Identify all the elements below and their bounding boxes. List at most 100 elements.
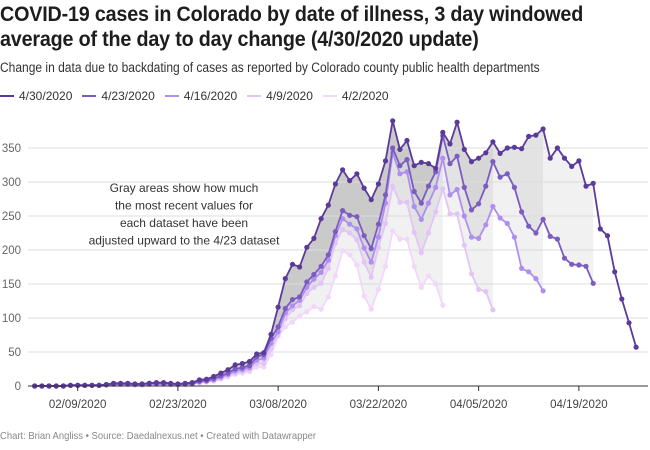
data-point: [311, 284, 317, 290]
data-point: [397, 199, 403, 205]
data-point: [390, 228, 396, 234]
data-point: [146, 380, 152, 386]
data-point: [332, 181, 338, 187]
data-point: [526, 223, 532, 229]
data-point: [196, 377, 202, 383]
data-point: [418, 159, 424, 165]
y-tick-label: 100: [2, 313, 21, 325]
data-point: [318, 280, 324, 286]
data-point: [519, 146, 525, 152]
data-point: [597, 226, 603, 232]
data-point: [476, 235, 482, 241]
data-point: [340, 248, 346, 254]
data-point: [540, 288, 546, 294]
line-chart: 0 50 100 150 200 250 300 350 02/09/2020 02/23/20…: [2, 118, 648, 411]
data-point: [468, 234, 475, 240]
data-point: [361, 293, 367, 299]
data-point: [504, 171, 510, 177]
data-point: [275, 304, 281, 310]
data-point: [547, 233, 553, 239]
legend-swatch: [247, 95, 262, 97]
data-point: [533, 276, 539, 282]
data-point: [282, 324, 288, 330]
data-point: [540, 216, 546, 222]
annotation: Gray areas show how much the most recent …: [89, 181, 280, 248]
data-point: [511, 234, 517, 240]
series-4-30-2020: [32, 118, 639, 389]
data-point: [490, 159, 496, 165]
data-point: [583, 263, 589, 269]
data-point: [504, 220, 510, 227]
data-point: [175, 381, 181, 387]
annotation-text: adjusted upward to the 4/23 dataset: [89, 234, 280, 248]
x-tick-label: 03/22/2020: [350, 399, 408, 411]
data-point: [561, 155, 568, 161]
data-point: [433, 209, 439, 215]
data-point: [361, 233, 367, 239]
data-point: [239, 365, 245, 371]
legend-swatch: [164, 95, 179, 97]
data-point: [289, 307, 296, 313]
data-point: [368, 306, 374, 312]
data-point: [239, 361, 245, 367]
data-point: [461, 213, 467, 219]
annotation-text: Gray areas show how much: [110, 181, 259, 195]
data-point: [461, 146, 467, 152]
data-point: [304, 309, 310, 315]
legend-item[interactable]: 4/2/2020: [322, 89, 389, 103]
data-point: [340, 167, 346, 173]
legend-label: 4/16/2020: [183, 89, 238, 103]
data-point: [612, 269, 618, 275]
data-point: [533, 132, 539, 138]
data-point: [511, 144, 517, 150]
data-point: [332, 273, 338, 279]
x-axis: 02/09/2020 02/23/2020 03/08/2020 03/22/2020…: [28, 385, 648, 411]
data-point: [297, 294, 303, 300]
data-point: [382, 220, 389, 227]
data-point: [454, 211, 460, 217]
data-point: [490, 203, 496, 210]
legend-item[interactable]: 4/23/2020: [82, 89, 155, 103]
data-point: [375, 181, 381, 187]
data-point: [67, 382, 74, 388]
chart-title: COVID-19 cases in Colorado by date of il…: [0, 3, 584, 51]
annotation-text: each dataset have been: [120, 216, 248, 230]
data-point: [497, 150, 503, 156]
data-point: [325, 202, 331, 208]
data-point: [476, 286, 482, 292]
data-point: [340, 208, 346, 214]
data-point: [483, 183, 489, 189]
data-point: [289, 319, 296, 325]
data-point: [203, 376, 210, 382]
data-point: [433, 184, 439, 190]
data-point: [425, 230, 432, 236]
legend-item[interactable]: 4/30/2020: [0, 89, 72, 103]
data-point: [332, 229, 338, 235]
data-point: [626, 320, 632, 326]
x-tick-label: 02/23/2020: [149, 399, 207, 411]
x-tick-label: 03/08/2020: [249, 399, 307, 411]
data-point: [519, 209, 525, 215]
data-point: [497, 215, 503, 221]
data-point: [397, 146, 403, 152]
data-point: [569, 261, 575, 267]
data-point: [490, 307, 496, 313]
data-point: [576, 158, 582, 164]
data-point: [82, 382, 88, 388]
data-point: [404, 137, 410, 144]
y-tick-label: 150: [2, 279, 21, 291]
data-point: [454, 119, 460, 125]
data-point: [547, 155, 553, 161]
legend-item[interactable]: 4/9/2020: [247, 89, 313, 103]
data-point: [576, 262, 582, 268]
data-point: [318, 263, 324, 269]
data-point: [483, 150, 489, 156]
data-point: [583, 183, 589, 189]
data-point: [325, 265, 331, 271]
series-lines: [32, 118, 639, 389]
y-tick-label: 50: [8, 347, 21, 359]
legend-item[interactable]: 4/16/2020: [164, 89, 238, 103]
data-point: [347, 221, 353, 227]
data-point: [633, 344, 639, 350]
data-point: [519, 265, 525, 271]
